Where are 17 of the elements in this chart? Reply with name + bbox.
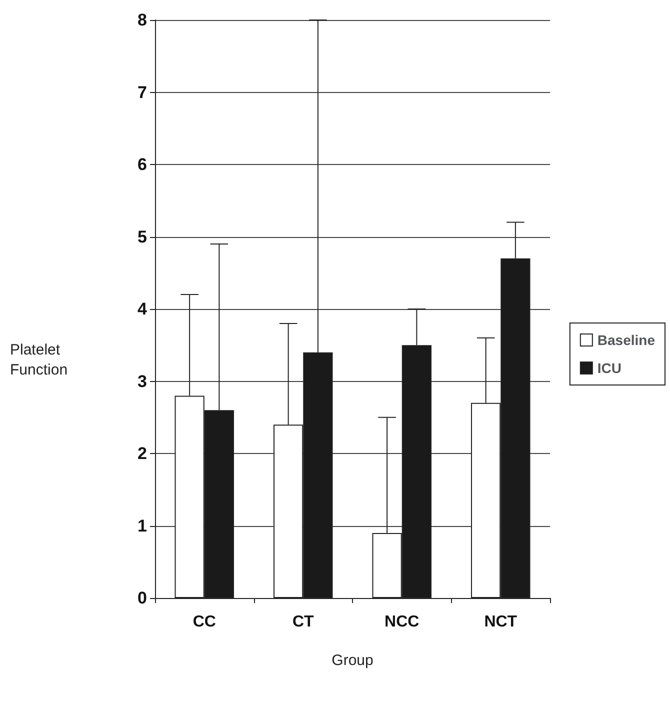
x-tick-label: NCT [484,614,518,630]
y-tick-label: 4 [138,300,148,318]
y-tick-label: 7 [138,82,147,102]
y-tick-label: 3 [138,372,147,391]
x-tick-label: NCC [384,614,420,630]
legend-label: Baseline [597,332,656,348]
y-tick-label: 1 [138,516,147,536]
x-tick-label: CC [192,614,216,630]
y-tick-label: 6 [138,155,147,174]
y-axis-title: Platelet Function [10,342,68,378]
x-tick-label: CT [292,614,314,630]
y-tick-label: 2 [138,444,147,463]
legend-label: ICU [597,360,622,376]
y-tick-label: 0 [138,588,147,608]
x-axis-title: Group [332,652,374,669]
y-tick-label: 5 [138,227,147,246]
y-tick-label: 8 [138,10,147,30]
